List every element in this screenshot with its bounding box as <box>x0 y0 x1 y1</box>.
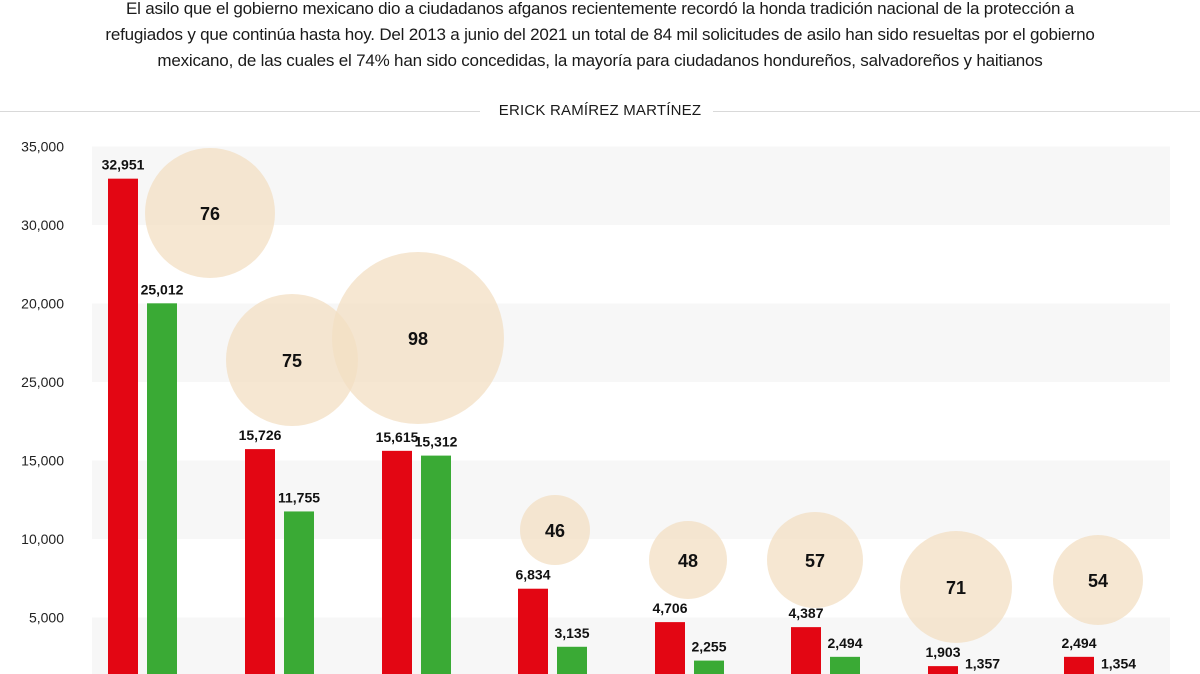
value-label-resolved: 15,615 <box>376 429 419 445</box>
intro-text: El asilo que el gobierno mexicano dio a … <box>0 0 1200 74</box>
bar-resolved <box>382 450 412 674</box>
value-label-granted: 1,357 <box>965 656 1000 672</box>
value-label-resolved: 4,706 <box>652 600 687 616</box>
bar-resolved <box>1064 656 1094 674</box>
bar-resolved <box>518 588 548 674</box>
percentage-bubble <box>900 531 1012 643</box>
value-label-resolved: 32,951 <box>102 157 145 173</box>
bubble-label: 54 <box>1088 571 1108 591</box>
value-label-resolved: 15,726 <box>239 427 282 443</box>
bar-granted <box>284 511 314 674</box>
bar-resolved <box>108 178 138 674</box>
percentage-bubble <box>520 495 590 565</box>
bubble-label: 98 <box>408 329 428 349</box>
bar-resolved <box>655 622 685 674</box>
y-axis: 35,000 30,000 20,000 25,000 15,000 10,000 5,00… <box>21 139 64 626</box>
y-tick-label: 25,000 <box>21 374 64 390</box>
bubble-label: 48 <box>678 551 698 571</box>
value-label-granted: 3,135 <box>554 625 589 641</box>
y-tick-label: 10,000 <box>21 531 64 547</box>
bar-resolved <box>791 627 821 674</box>
intro-line: El asilo que el gobierno mexicano dio a … <box>125 0 1075 18</box>
value-label-resolved: 4,387 <box>788 605 823 621</box>
bar-resolved <box>928 666 958 674</box>
value-label-granted: 25,012 <box>141 281 184 297</box>
percentage-bubble <box>145 148 275 278</box>
value-label-resolved: 1,903 <box>925 644 960 660</box>
byline-divider-right <box>712 111 1200 112</box>
bar-granted <box>421 455 451 674</box>
bar-granted <box>830 656 860 674</box>
value-labels: 32,951 15,726 15,615 6,834 4,706 4,387 1,903 2,… <box>102 157 1137 672</box>
bubble-label: 71 <box>946 578 966 598</box>
byline-divider-left <box>0 111 480 112</box>
value-label-granted: 15,312 <box>415 434 458 450</box>
percentage-bubble <box>226 294 358 426</box>
bars <box>108 178 1094 674</box>
bar-granted <box>557 646 587 674</box>
value-label-resolved: 6,834 <box>515 567 550 583</box>
bubble-label: 57 <box>805 551 825 571</box>
intro-line: mexicano, de las cuales el 74% han sido … <box>157 51 1043 70</box>
percentage-bubble <box>332 252 504 424</box>
author-name: ERICK RAMÍREZ MARTÍNEZ <box>486 102 714 119</box>
y-tick-label: 15,000 <box>21 453 64 469</box>
value-label-granted: 2,255 <box>691 639 726 655</box>
byline-row: ERICK RAMÍREZ MARTÍNEZ <box>0 100 1200 124</box>
bubbles: 76 75 98 46 48 57 71 54 <box>145 148 1143 643</box>
bar-granted <box>147 303 177 674</box>
value-label-granted: 1,354 <box>1101 656 1136 672</box>
value-label-granted: 11,755 <box>278 489 320 505</box>
percentage-bubble <box>649 521 727 599</box>
percentage-bubble <box>1053 535 1143 625</box>
intro-line: refugiados y que continúa hasta hoy. Del… <box>105 25 1095 44</box>
percentage-bubble <box>767 512 863 608</box>
y-tick-label: 35,000 <box>21 139 64 155</box>
y-tick-label: 5,000 <box>29 610 64 626</box>
bubble-label: 76 <box>200 204 220 224</box>
value-label-granted: 2,494 <box>827 635 862 651</box>
value-label-resolved: 2,494 <box>1061 635 1096 651</box>
y-tick-label: 20,000 <box>21 296 64 312</box>
y-tick-label: 30,000 <box>21 217 64 233</box>
bubble-label: 75 <box>282 351 302 371</box>
bar-granted <box>694 660 724 674</box>
bar-resolved <box>245 449 275 674</box>
bubble-label: 46 <box>545 521 565 541</box>
